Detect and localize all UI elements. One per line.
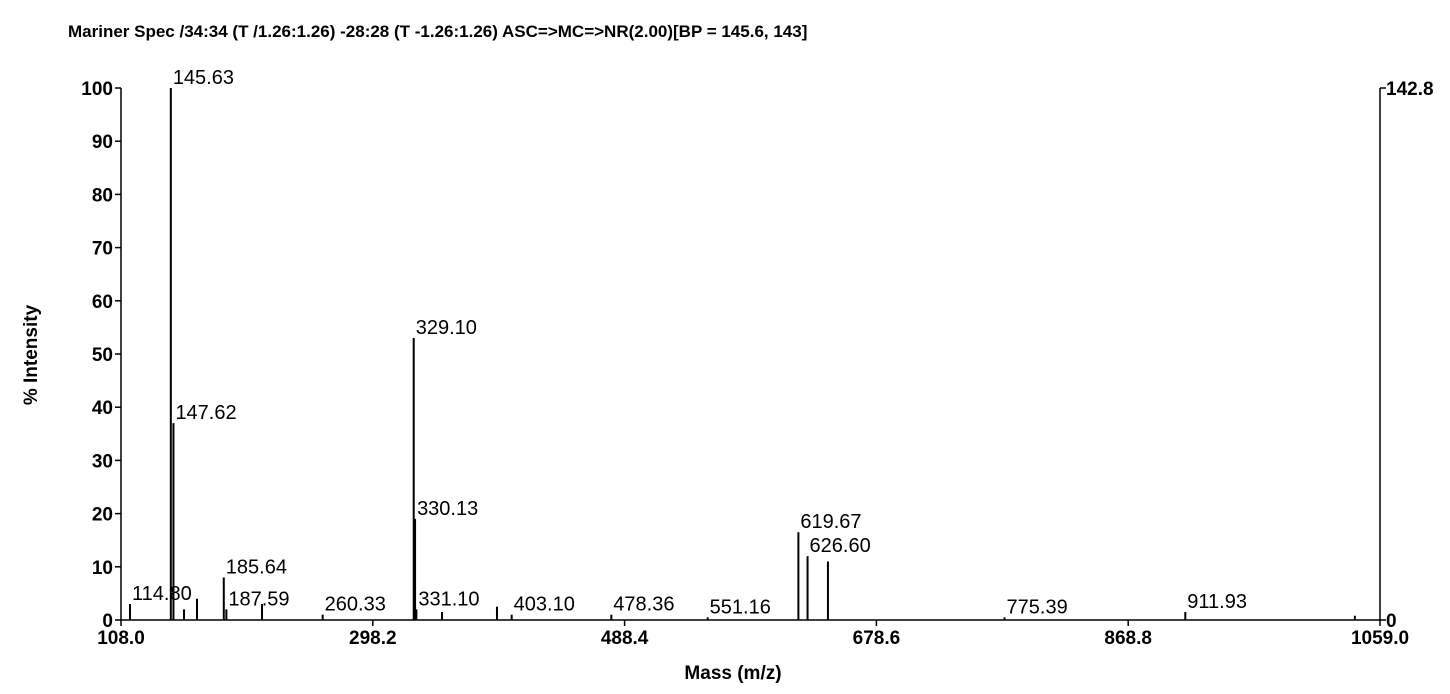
y-tick-label: 10 bbox=[92, 558, 113, 579]
peak-label: 330.13 bbox=[417, 498, 478, 520]
y-tick-label: 40 bbox=[92, 398, 113, 419]
x-tick-label: 108.0 bbox=[97, 628, 145, 649]
peak-label: 478.36 bbox=[613, 594, 674, 616]
peak-label: 551.16 bbox=[710, 596, 771, 618]
peak-label: 329.10 bbox=[416, 317, 477, 339]
y-tick-label: 100 bbox=[81, 79, 113, 100]
x-tick-label: 678.6 bbox=[853, 628, 901, 649]
y-tick-label: 60 bbox=[92, 292, 113, 313]
y-tick-label: 0 bbox=[102, 611, 113, 632]
y-tick-label: 70 bbox=[92, 239, 113, 260]
y2-tick-label: 0 bbox=[1386, 611, 1397, 632]
y-tick-label: 50 bbox=[92, 345, 113, 366]
peak-label: 145.63 bbox=[173, 67, 234, 89]
peak-label: 403.10 bbox=[514, 594, 575, 616]
y2-tick-label: 142.8 bbox=[1386, 79, 1434, 100]
peak-label: 619.67 bbox=[800, 511, 861, 533]
peak-label: 187.59 bbox=[228, 588, 289, 610]
peak-label: 114.80 bbox=[132, 583, 192, 605]
peak-label: 775.39 bbox=[1007, 596, 1068, 618]
x-axis-title: Mass (m/z) bbox=[684, 663, 781, 684]
peak-label: 331.10 bbox=[418, 588, 479, 610]
x-tick-label: 488.4 bbox=[601, 628, 649, 649]
y-tick-label: 90 bbox=[92, 132, 113, 153]
y-axis-title: % Intensity bbox=[21, 304, 42, 405]
peak-label: 260.33 bbox=[325, 594, 386, 616]
x-tick-label: 298.2 bbox=[349, 628, 397, 649]
peak-label: 185.64 bbox=[226, 556, 287, 578]
peak-label: 626.60 bbox=[810, 535, 871, 557]
x-tick-label: 868.8 bbox=[1104, 628, 1152, 649]
peak-label: 147.62 bbox=[175, 402, 236, 424]
chart-title: Mariner Spec /34:34 (T /1.26:1.26) -28:2… bbox=[68, 22, 807, 41]
y-tick-label: 20 bbox=[92, 505, 113, 526]
y-tick-label: 30 bbox=[92, 451, 113, 472]
peak-label: 911.93 bbox=[1187, 591, 1247, 613]
x-tick-label: 1059.0 bbox=[1351, 628, 1409, 649]
y-tick-label: 80 bbox=[92, 185, 113, 206]
